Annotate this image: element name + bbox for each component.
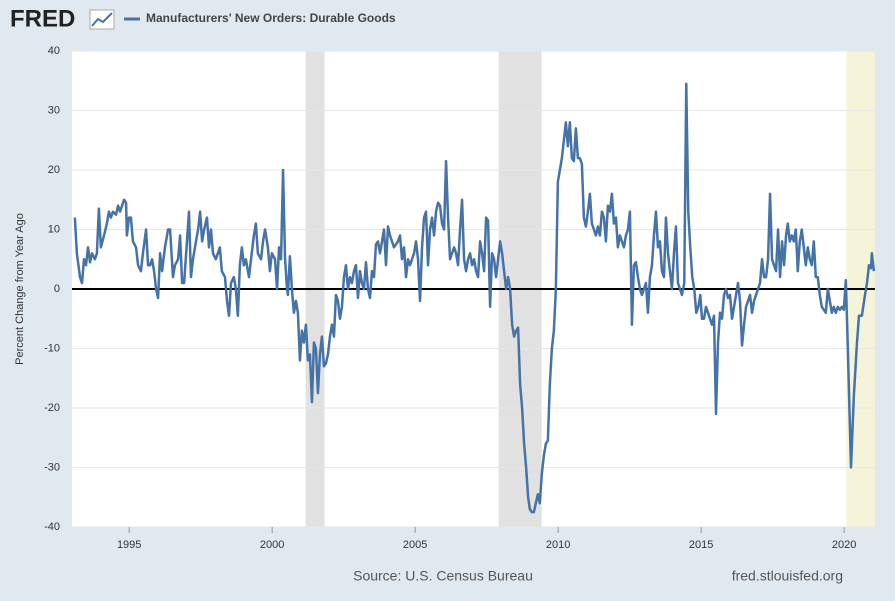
y-tick-label: 10 [48,223,60,235]
y-axis-label: Percent Change from Year Ago [14,213,26,365]
x-tick-label: 2010 [546,539,570,551]
y-tick-label: -40 [44,521,60,533]
x-tick-label: 2000 [260,539,284,551]
y-tick-label: -10 [44,342,60,354]
logo-icon [89,9,115,30]
site: fred.stlouisfed.org [732,568,843,584]
series-line [73,82,876,514]
y-tick-label: 20 [48,164,60,176]
x-tick-label: 2005 [403,539,427,551]
logo: FRED [10,5,75,32]
y-tick-label: -30 [44,461,60,473]
source: Source: U.S. Census Bureau [353,568,533,584]
legend-label: Manufacturers' New Orders: Durable Goods [146,11,396,25]
y-tick-label: 40 [48,45,60,57]
x-tick-label: 1995 [117,539,141,551]
y-tick-label: 0 [54,283,60,295]
x-tick-label: 2020 [832,539,856,551]
x-tick-label: 2015 [689,539,713,551]
y-tick-label: -20 [44,402,60,414]
y-tick-label: 30 [48,104,60,116]
